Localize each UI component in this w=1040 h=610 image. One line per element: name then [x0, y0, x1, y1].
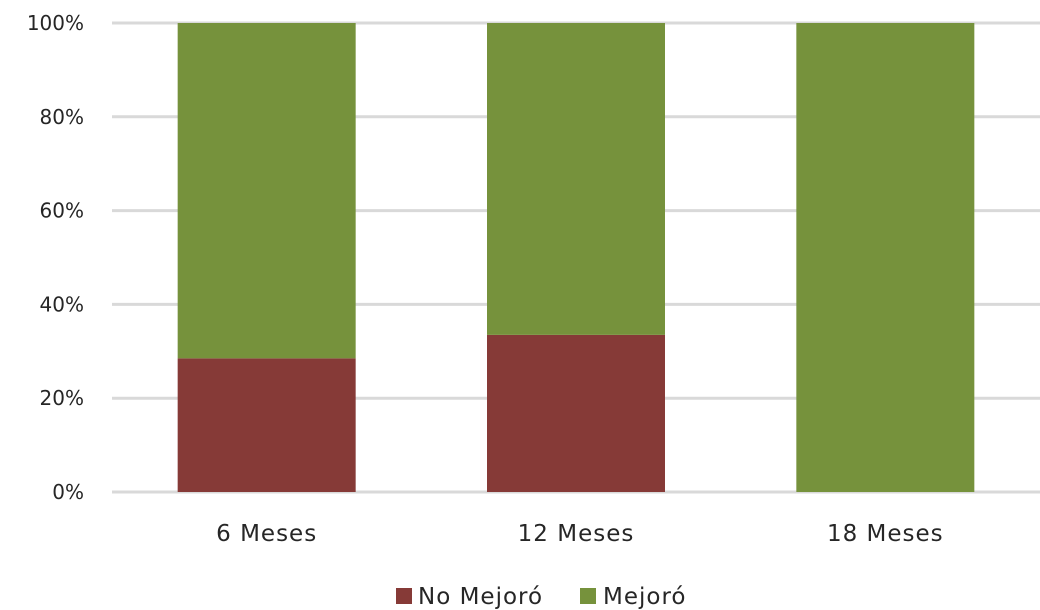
y-tick-label: 40% [40, 292, 84, 316]
legend-label: No Mejoró [418, 584, 543, 610]
x-category-label: 6 Meses [216, 521, 317, 547]
y-tick-label: 100% [27, 11, 84, 35]
legend: No Mejoró Mejoró [396, 584, 686, 610]
x-category-label: 18 Meses [827, 521, 944, 547]
y-tick-label: 20% [40, 386, 84, 410]
bar-segment-mejoro [177, 23, 356, 359]
y-axis-tick-labels: 0% 20% 40% 60% 80% 100% [27, 11, 84, 504]
x-axis-category-labels: 6 Meses 12 Meses 18 Meses [216, 521, 944, 547]
bar-segment-mejoro [796, 23, 975, 492]
bars [177, 23, 975, 492]
y-tick-label: 0% [52, 480, 84, 504]
y-tick-label: 80% [40, 105, 84, 129]
bar-segment-no-mejoro [177, 358, 356, 492]
bar-segment-no-mejoro [487, 334, 665, 492]
bar-segment-mejoro [487, 23, 665, 335]
legend-swatch [580, 588, 596, 604]
x-category-label: 12 Meses [518, 521, 635, 547]
legend-label: Mejoró [603, 584, 686, 610]
legend-swatch [396, 588, 412, 604]
y-tick-label: 60% [40, 199, 84, 223]
